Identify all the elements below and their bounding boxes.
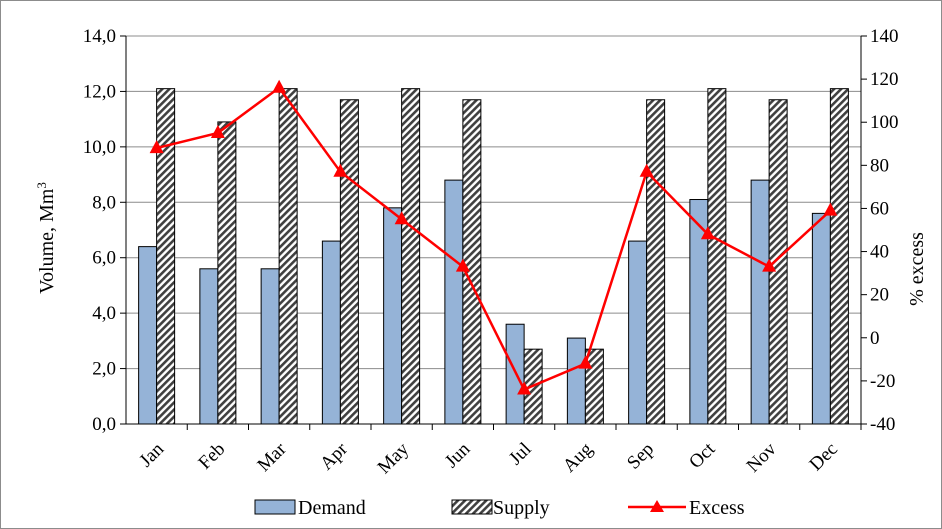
- y-tick-label: 6,0: [92, 248, 116, 269]
- bar-demand: [260, 268, 280, 425]
- legend: Demand Supply Excess: [254, 497, 745, 519]
- x-tick-label: Apr: [316, 438, 352, 474]
- x-tick-label: Mar: [253, 438, 291, 476]
- excess-marker: [578, 355, 593, 369]
- legend-label-excess: Excess: [689, 497, 745, 519]
- y2-tick-label: 100: [870, 112, 899, 133]
- bar-supply: [278, 88, 298, 425]
- bar-demand: [566, 337, 586, 425]
- legend-label-demand: Demand: [298, 497, 366, 519]
- excess-marker: [272, 79, 287, 93]
- y2-tick-label: -40: [870, 414, 895, 435]
- bar-supply: [584, 348, 604, 425]
- excess-marker: [455, 258, 470, 272]
- x-tick-label: Aug: [559, 438, 597, 476]
- y-tick-label: 12,0: [83, 81, 116, 102]
- excess-marker: [762, 258, 777, 272]
- legend-swatch-demand: [254, 499, 296, 515]
- legend-marker-excess: [650, 500, 664, 512]
- y2-tick-label: 80: [870, 155, 889, 176]
- bar-supply: [707, 88, 727, 425]
- bar-supply: [462, 99, 482, 425]
- x-tick-label: Jul: [505, 439, 536, 470]
- bar-demand: [750, 179, 770, 425]
- x-tick-label: Nov: [743, 438, 781, 476]
- excess-line-layer: [149, 79, 838, 395]
- y2-tick-label: 60: [870, 198, 889, 219]
- y-tick-label: 4,0: [92, 303, 116, 324]
- bar-supply: [401, 88, 421, 425]
- bars-layer: [138, 88, 849, 425]
- excess-marker: [210, 125, 225, 138]
- x-tick-label: Jun: [441, 438, 475, 472]
- y2-tick-label: 20: [870, 285, 889, 306]
- bar-demand: [199, 268, 219, 425]
- bar-demand: [628, 240, 648, 425]
- excess-marker: [394, 211, 409, 225]
- excess-marker: [823, 202, 838, 216]
- y-axis-title-superscript: 3: [34, 182, 49, 189]
- y-tick-label: 0,0: [92, 414, 116, 435]
- bar-supply: [339, 99, 359, 425]
- y-axis-title: Volume, Mm3: [34, 182, 58, 294]
- y-tick-label: 2,0: [92, 359, 116, 380]
- y-tick-label: 10,0: [83, 137, 116, 158]
- excess-marker: [149, 140, 164, 154]
- y2-axis-title: % excess: [906, 232, 928, 306]
- y2-tick-label: 40: [870, 242, 889, 263]
- y-tick-label: 14,0: [83, 26, 116, 47]
- excess-marker: [333, 163, 348, 177]
- excess-marker: [700, 226, 715, 240]
- legend-label-supply: Supply: [493, 497, 550, 519]
- bar-demand: [321, 240, 341, 425]
- bar-supply: [156, 88, 176, 425]
- x-tick-label: Feb: [194, 439, 229, 474]
- bar-demand: [383, 207, 403, 425]
- legend-swatch-supply: [451, 499, 493, 515]
- x-tick-label: May: [374, 438, 414, 478]
- y2-tick-label: 0: [870, 328, 880, 349]
- bar-supply: [217, 121, 237, 425]
- bar-supply: [768, 99, 788, 425]
- x-tick-label: Jan: [135, 438, 168, 471]
- bar-demand: [444, 179, 464, 425]
- bar-demand: [811, 212, 831, 425]
- y2-tick-label: -20: [870, 371, 895, 392]
- bar-supply: [829, 88, 849, 425]
- bar-demand: [138, 246, 158, 425]
- bar-supply: [646, 99, 666, 425]
- series-line-excess: [156, 85, 832, 392]
- excess-marker: [639, 163, 654, 177]
- gridlines: [126, 35, 861, 370]
- axes: [120, 35, 867, 430]
- y2-tick-label: 120: [870, 69, 899, 90]
- y-tick-label: 8,0: [92, 192, 116, 213]
- x-tick-label: Oct: [685, 438, 720, 473]
- y2-tick-label: 140: [870, 26, 899, 47]
- x-tick-label: Sep: [623, 439, 658, 474]
- x-tick-label: Dec: [805, 439, 841, 475]
- excess-marker: [517, 381, 532, 395]
